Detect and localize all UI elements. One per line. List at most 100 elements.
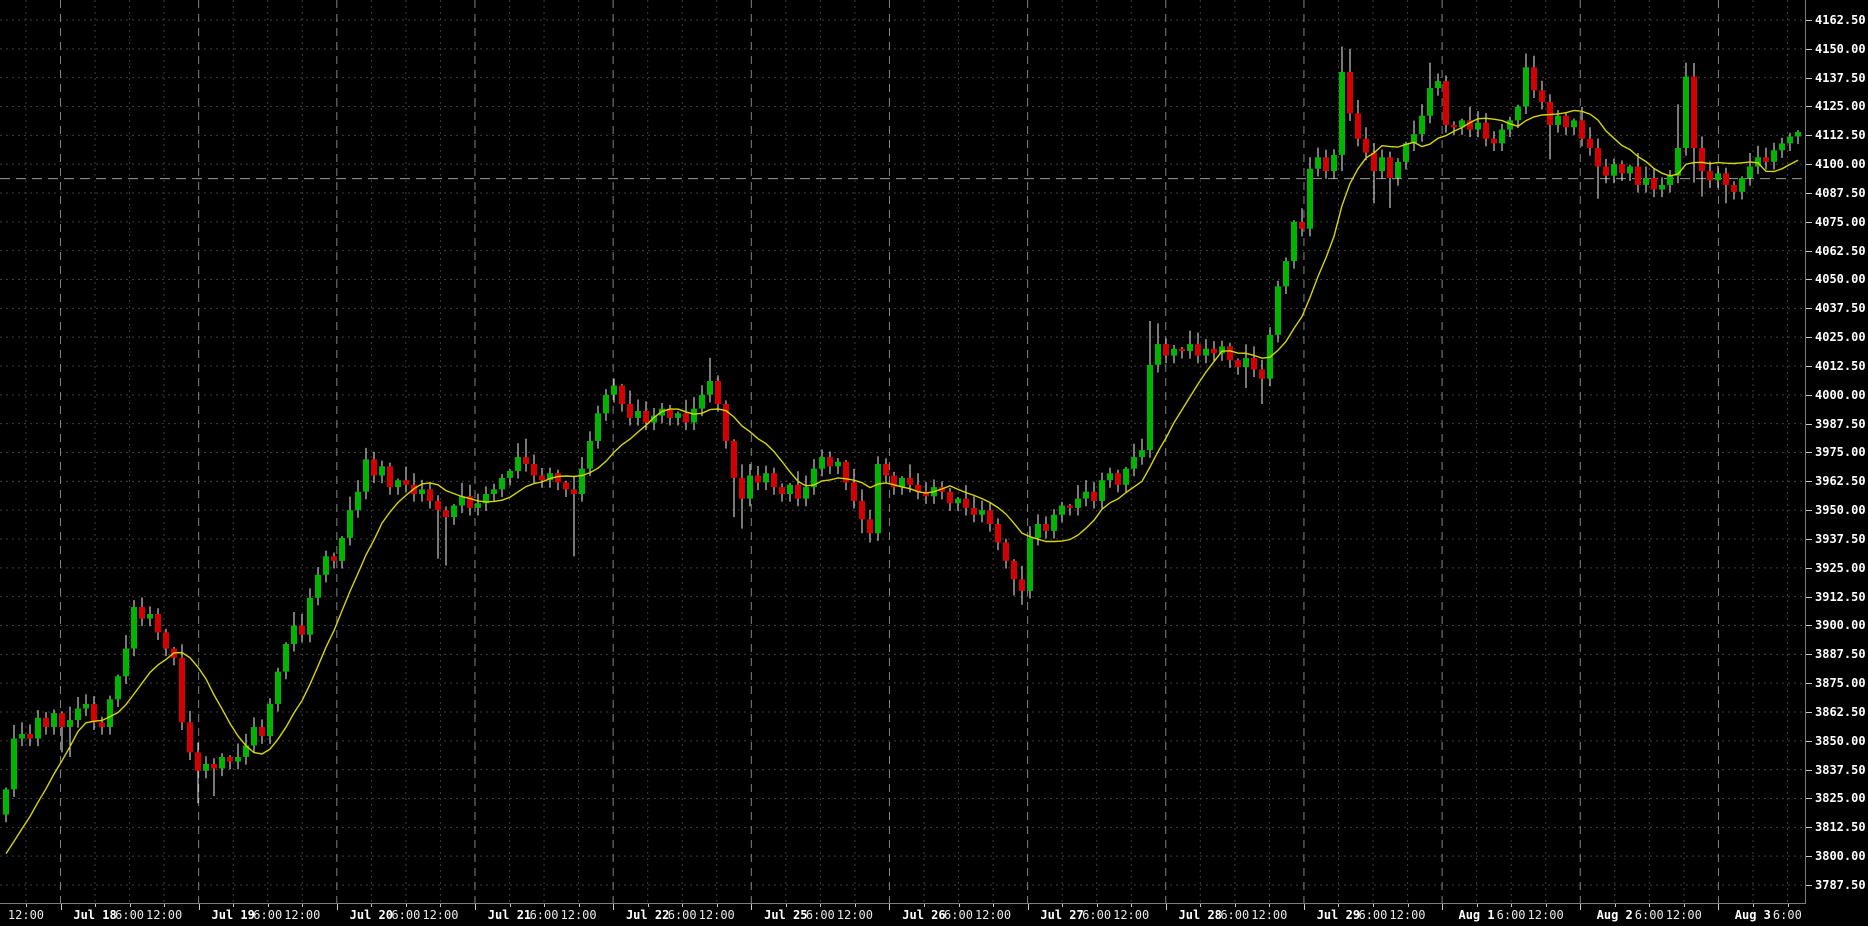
- time-axis-tick: [820, 904, 822, 907]
- candle-body: [1411, 134, 1417, 144]
- candle-body: [707, 380, 713, 395]
- time-axis-border: [0, 903, 1806, 904]
- candle-body: [1171, 348, 1177, 356]
- candle-body: [59, 713, 65, 727]
- time-axis-tick: [25, 904, 27, 907]
- time-axis-tick: [1614, 904, 1616, 907]
- time-axis-tick: [1027, 904, 1029, 910]
- candle-body: [1043, 524, 1049, 531]
- time-axis-tick: [1200, 904, 1202, 907]
- price-axis-tick: [1806, 164, 1812, 166]
- time-axis-tick: [1234, 904, 1236, 907]
- candle-body: [1219, 346, 1225, 354]
- price-axis-tick: [1806, 827, 1812, 829]
- candle-body: [515, 457, 521, 471]
- candle-body: [1579, 120, 1585, 139]
- candle-body: [1699, 148, 1705, 172]
- price-axis[interactable]: 4162.50 4150.00 4137.50 4125.00 4112.50 4100.…: [1806, 0, 1868, 903]
- time-axis[interactable]: 12:00 Jul 18 6:00 12:00 Jul 19 6:00 12:00 Jul 2…: [0, 904, 1868, 926]
- candle-body: [731, 440, 737, 478]
- candle-body: [1427, 88, 1433, 116]
- price-axis-tick: [1806, 481, 1812, 483]
- time-axis-tick: [1442, 904, 1444, 910]
- time-axis-label: 12:00: [422, 908, 459, 922]
- time-axis-tick: [1511, 904, 1513, 907]
- price-axis-label: 4050.00: [1815, 272, 1866, 287]
- time-axis-tick: [1131, 904, 1133, 907]
- candle-body: [611, 385, 617, 395]
- candle-body: [915, 484, 921, 492]
- price-axis-tick: [1806, 48, 1812, 50]
- time-axis-tick: [1752, 904, 1754, 907]
- time-axis-tick: [1269, 904, 1271, 907]
- time-axis-tick: [405, 904, 407, 907]
- price-axis-label: 4162.50: [1815, 13, 1866, 27]
- candle-body: [1635, 166, 1641, 185]
- candle-body: [267, 703, 273, 737]
- candle-body: [1307, 168, 1313, 229]
- candle-body: [1499, 129, 1505, 144]
- time-axis-tick: [1580, 904, 1582, 910]
- price-axis-label: 3812.50: [1815, 820, 1866, 835]
- candle-body: [347, 510, 353, 538]
- candle-body: [451, 505, 457, 518]
- candle-body: [331, 556, 337, 561]
- candle-body: [923, 491, 929, 497]
- price-axis-tick: [1806, 308, 1812, 310]
- candle-body: [315, 574, 321, 598]
- time-axis-label: 6:00: [391, 908, 421, 922]
- candle-body: [1035, 524, 1041, 538]
- time-axis-label: 12:00: [560, 908, 597, 922]
- candle-body: [835, 461, 841, 467]
- candle-body: [1019, 579, 1025, 591]
- time-axis-label: 12:00: [1389, 908, 1426, 922]
- time-axis-tick: [1476, 904, 1478, 907]
- candle-body: [1627, 166, 1633, 174]
- candle-body: [3, 789, 9, 815]
- candle-body: [1027, 537, 1033, 591]
- candle-body: [995, 524, 1001, 543]
- candle-body: [1011, 560, 1017, 580]
- date-label: Jul 27: [1040, 908, 1084, 922]
- candle-body: [403, 480, 409, 485]
- candle-body: [1603, 166, 1609, 176]
- candle-body: [1547, 101, 1553, 125]
- price-axis-label: 3800.00: [1815, 849, 1866, 864]
- candle-body: [75, 708, 81, 721]
- candle-body: [1755, 157, 1761, 167]
- price-axis-tick: [1806, 596, 1812, 598]
- time-axis-label: 12:00: [1527, 908, 1564, 922]
- chart-plot-area[interactable]: [0, 0, 1805, 903]
- date-label: Aug 2: [1596, 908, 1633, 922]
- time-axis-tick: [1303, 904, 1305, 910]
- candle-body: [1483, 122, 1489, 139]
- time-axis-label: 12:00: [698, 908, 735, 922]
- price-axis-label: 3975.00: [1815, 445, 1866, 460]
- candle-body: [603, 394, 609, 414]
- date-label: Jul 26: [902, 908, 946, 922]
- candle-body: [51, 713, 57, 727]
- candle-body: [1475, 122, 1481, 130]
- candle-body: [547, 473, 553, 481]
- candle-body: [491, 489, 497, 495]
- candlestick-chart[interactable]: [0, 0, 1805, 903]
- candle-body: [395, 480, 401, 488]
- time-axis-tick: [1096, 904, 1098, 907]
- candle-body: [259, 726, 265, 737]
- candle-body: [699, 394, 705, 409]
- price-axis-tick: [1806, 884, 1812, 886]
- candle-body: [1739, 178, 1745, 192]
- candle-body: [67, 720, 73, 727]
- price-axis-tick: [1806, 279, 1812, 281]
- candle-body: [19, 733, 25, 739]
- price-axis-label: 3925.00: [1815, 560, 1866, 575]
- time-axis-label: 12:00: [836, 908, 873, 922]
- candle-body: [971, 507, 977, 515]
- candle-body: [1243, 357, 1249, 368]
- candle-body: [275, 671, 281, 704]
- price-axis-label: 3962.50: [1815, 474, 1866, 489]
- candle-body: [1083, 491, 1089, 499]
- time-axis-tick: [716, 904, 718, 907]
- candle-body: [1091, 491, 1097, 501]
- candle-body: [371, 459, 377, 476]
